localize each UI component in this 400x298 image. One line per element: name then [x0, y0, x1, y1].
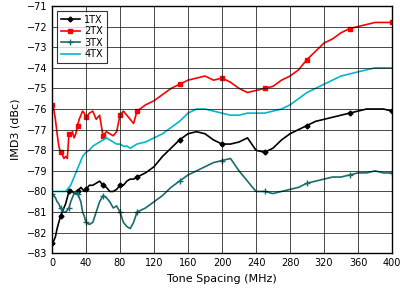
2TX	[279, 78, 284, 82]
4TX	[347, 72, 352, 76]
3TX	[114, 204, 119, 208]
3TX	[58, 206, 63, 210]
4TX	[77, 163, 82, 167]
1TX	[270, 146, 275, 150]
1TX	[347, 111, 352, 115]
3TX	[111, 206, 116, 210]
4TX	[58, 190, 63, 193]
3TX	[288, 188, 292, 191]
Line: 4TX: 4TX	[52, 68, 392, 191]
4TX	[373, 66, 378, 69]
2TX	[58, 150, 63, 154]
3TX	[84, 221, 88, 224]
2TX	[373, 21, 378, 24]
3TX	[77, 196, 82, 199]
Y-axis label: IMD3 (dBc): IMD3 (dBc)	[11, 99, 21, 160]
4TX	[270, 109, 275, 113]
3TX	[390, 171, 394, 175]
2TX	[114, 130, 119, 134]
4TX	[390, 66, 394, 69]
3TX	[128, 227, 132, 230]
1TX	[50, 241, 54, 245]
2TX	[50, 103, 54, 107]
4TX	[111, 140, 116, 144]
2TX	[87, 111, 92, 115]
X-axis label: Tone Spacing (MHz): Tone Spacing (MHz)	[167, 274, 277, 284]
4TX	[84, 150, 88, 154]
1TX	[390, 109, 394, 113]
Legend: 1TX, 2TX, 3TX, 4TX: 1TX, 2TX, 3TX, 4TX	[57, 11, 107, 63]
2TX	[118, 114, 122, 117]
Line: 3TX: 3TX	[49, 156, 395, 231]
2TX	[78, 114, 83, 117]
4TX	[50, 190, 54, 193]
1TX	[364, 107, 369, 111]
1TX	[58, 215, 63, 218]
1TX	[84, 188, 88, 191]
1TX	[111, 190, 116, 193]
Line: 1TX: 1TX	[50, 107, 394, 245]
2TX	[390, 21, 394, 24]
2TX	[62, 157, 66, 160]
Line: 2TX: 2TX	[50, 21, 394, 160]
3TX	[50, 192, 54, 195]
1TX	[77, 188, 82, 191]
3TX	[228, 157, 233, 160]
